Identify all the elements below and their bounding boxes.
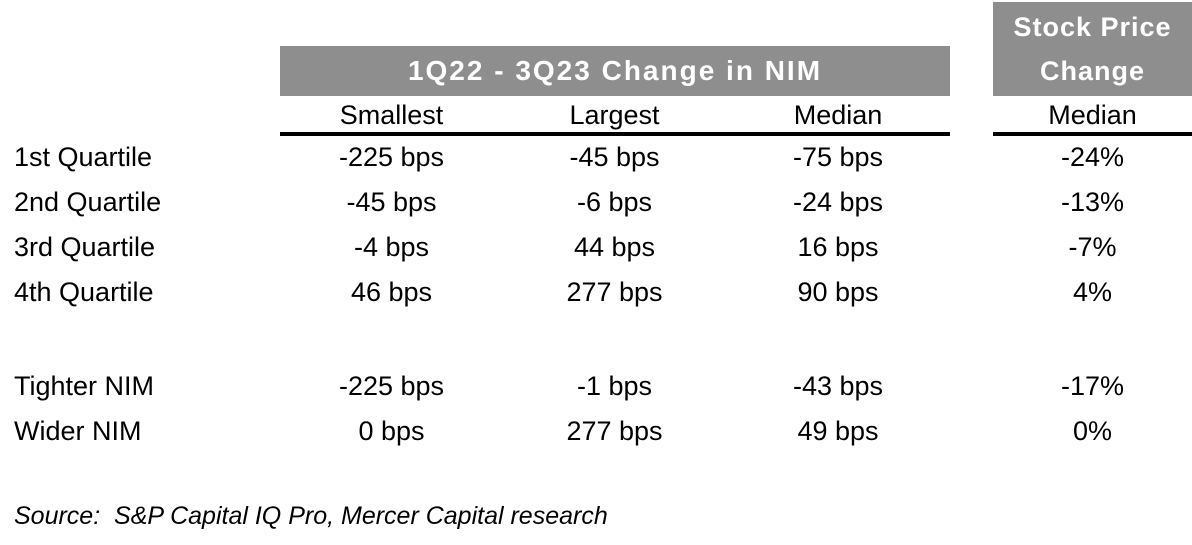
cell-largest: -6 bps (576, 187, 653, 217)
row-label: Wider NIM (14, 416, 142, 446)
table-row-tighter-nim: Tighter NIM -225 bps -1 bps -43 bps -17% (0, 364, 1192, 409)
cell-smallest: -45 bps (346, 187, 437, 217)
cell-largest: -1 bps (576, 371, 653, 401)
cell-median: -43 bps (792, 371, 884, 401)
header-rule-stock (993, 132, 1192, 136)
cell-stock-median: 4% (1072, 277, 1113, 307)
cell-stock-median: -13% (1060, 187, 1125, 217)
row-label: 4th Quartile (14, 277, 154, 307)
row-spacer (0, 315, 1192, 364)
cell-stock-median: -17% (1060, 371, 1125, 401)
cell-stock-median: 0% (1072, 416, 1113, 446)
row-label: 1st Quartile (14, 142, 153, 172)
header-rule-main (280, 132, 950, 136)
cell-median: 16 bps (797, 232, 879, 262)
cell-stock-median: -7% (1068, 232, 1117, 262)
source-note: Source: S&P Capital IQ Pro, Mercer Capit… (14, 502, 608, 530)
table-row-1st-quartile: 1st Quartile -225 bps -45 bps -75 bps -2… (0, 135, 1192, 180)
cell-largest: 277 bps (566, 277, 663, 307)
column-header-stock-median: Median (1048, 100, 1137, 130)
table-row-2nd-quartile: 2nd Quartile -45 bps -6 bps -24 bps -13% (0, 180, 1192, 225)
column-header-row: Smallest Largest Median Median (0, 97, 1192, 133)
row-label: Tighter NIM (14, 371, 155, 401)
table-row-3rd-quartile: 3rd Quartile -4 bps 44 bps 16 bps -7% (0, 225, 1192, 270)
table-row-4th-quartile: 4th Quartile 46 bps 277 bps 90 bps 4% (0, 270, 1192, 315)
row-label: 3rd Quartile (14, 232, 156, 262)
nim-group-header: 1Q22 - 3Q23 Change in NIM (280, 46, 950, 96)
cell-smallest: 46 bps (350, 277, 433, 307)
cell-median: -75 bps (792, 142, 884, 172)
cell-smallest: -225 bps (338, 142, 445, 172)
cell-largest: 44 bps (573, 232, 656, 262)
cell-largest: 277 bps (566, 416, 663, 446)
row-label: 2nd Quartile (14, 187, 162, 217)
stock-header-line2: Change (1039, 56, 1145, 86)
stock-header-line1: Stock Price (1013, 12, 1172, 42)
cell-median: 49 bps (797, 416, 879, 446)
cell-smallest: -4 bps (353, 232, 430, 262)
table-row-wider-nim: Wider NIM 0 bps 277 bps 49 bps 0% (0, 409, 1192, 454)
cell-median: 90 bps (797, 277, 879, 307)
column-header-median: Median (793, 100, 883, 130)
cell-median: -24 bps (792, 187, 884, 217)
cell-smallest: -225 bps (338, 371, 445, 401)
cell-stock-median: -24% (1060, 142, 1125, 172)
stock-price-group-header: Stock Price Change (993, 2, 1192, 96)
column-header-smallest: Smallest (339, 100, 444, 130)
column-header-largest: Largest (569, 100, 660, 130)
cell-smallest: 0 bps (358, 416, 425, 446)
cell-largest: -45 bps (569, 142, 660, 172)
table-body: 1st Quartile -225 bps -45 bps -75 bps -2… (0, 135, 1192, 454)
